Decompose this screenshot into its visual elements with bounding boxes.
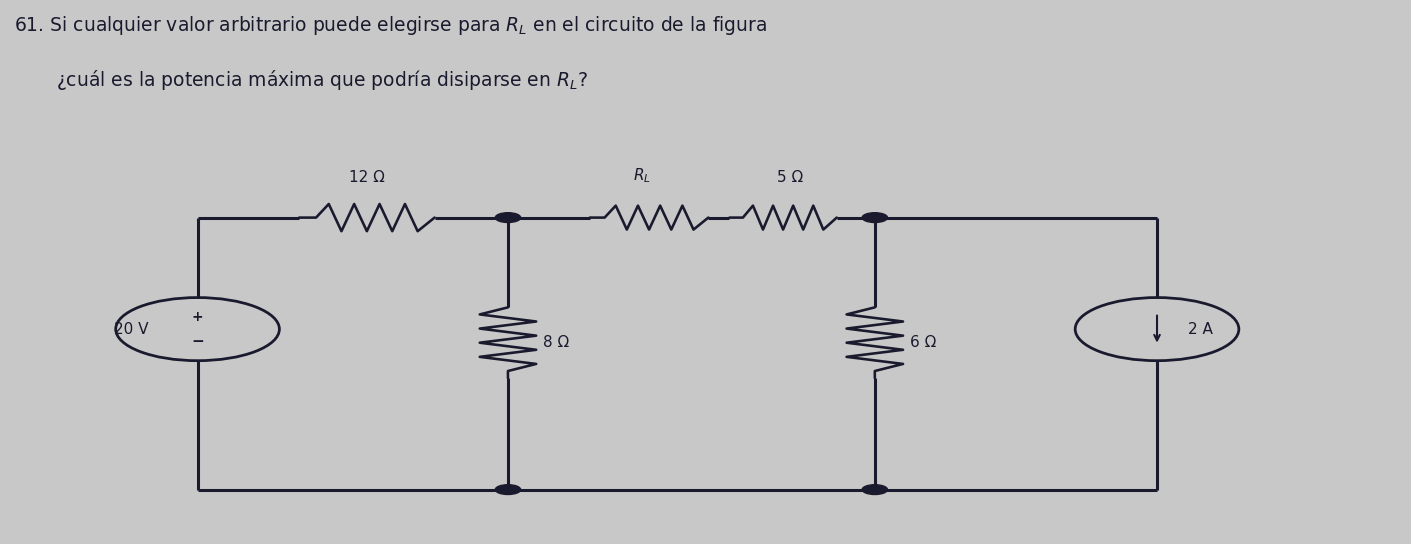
Text: −: − [190, 333, 205, 349]
Text: 8 Ω: 8 Ω [543, 335, 570, 350]
Text: $R_L$: $R_L$ [634, 166, 650, 185]
Circle shape [862, 485, 888, 494]
Text: 12 Ω: 12 Ω [349, 170, 385, 185]
Circle shape [495, 485, 521, 494]
Circle shape [495, 213, 521, 222]
Circle shape [862, 213, 888, 222]
Text: 2 A: 2 A [1188, 322, 1213, 337]
Text: 5 Ω: 5 Ω [777, 170, 803, 185]
Text: +: + [192, 310, 203, 324]
Text: 61. Si cualquier valor arbitrario puede elegirse para $R_L$ en el circuito de la: 61. Si cualquier valor arbitrario puede … [14, 14, 768, 36]
Text: 6 Ω: 6 Ω [910, 335, 937, 350]
Text: 20 V: 20 V [114, 322, 148, 337]
Text: ¿cuál es la potencia máxima que podría disiparse en $R_L$?: ¿cuál es la potencia máxima que podría d… [56, 68, 588, 92]
